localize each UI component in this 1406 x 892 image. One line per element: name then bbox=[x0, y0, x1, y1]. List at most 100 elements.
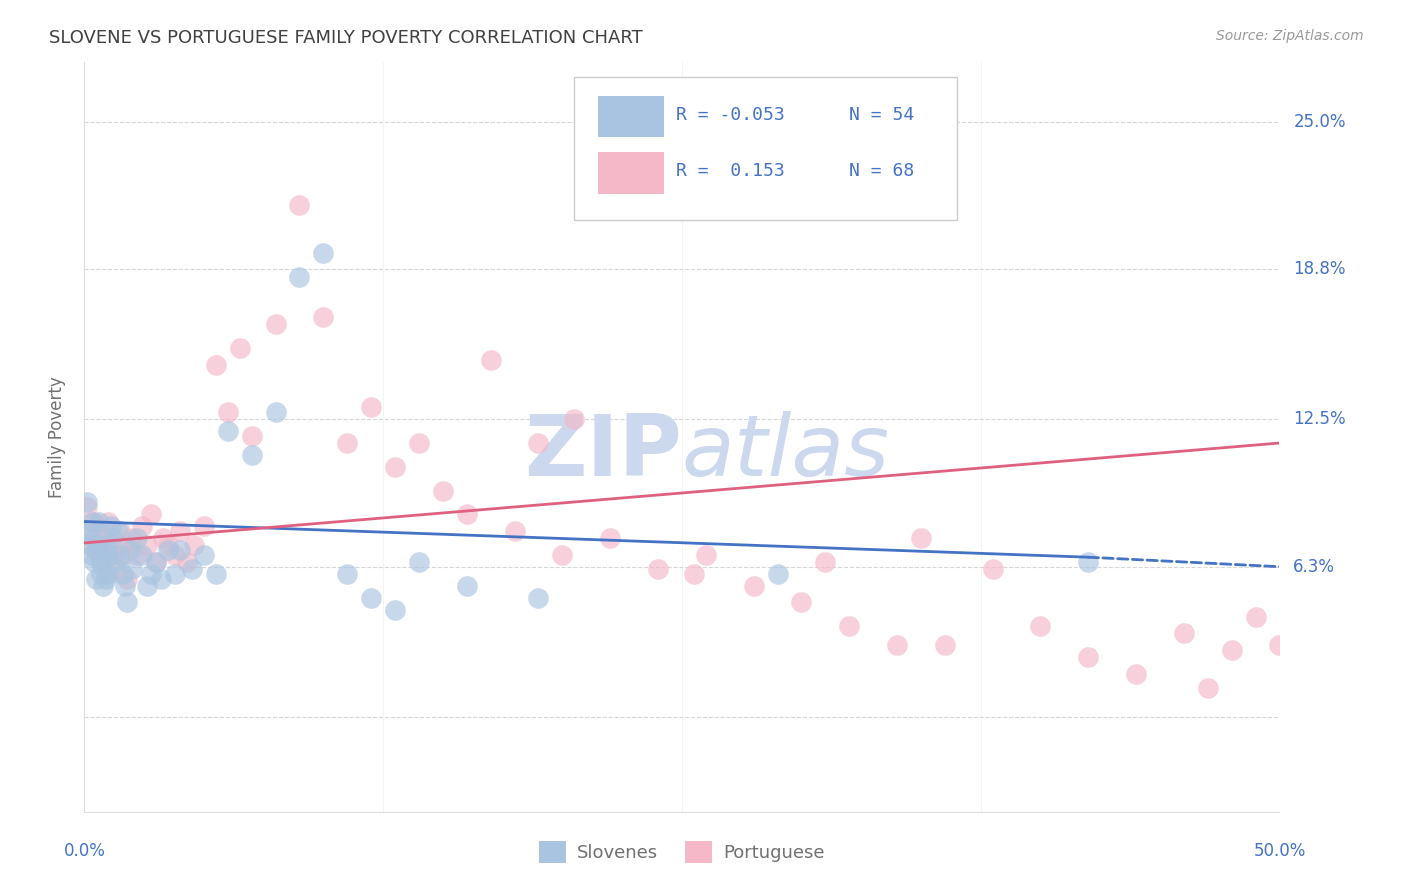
Point bbox=[264, 405, 287, 419]
Point bbox=[1268, 638, 1291, 652]
Point bbox=[360, 401, 382, 415]
Point bbox=[125, 548, 148, 562]
Text: 0.0%: 0.0% bbox=[63, 842, 105, 860]
Point bbox=[1077, 555, 1099, 569]
Point bbox=[838, 619, 860, 633]
Point bbox=[80, 538, 103, 552]
Point bbox=[503, 524, 526, 538]
Point bbox=[264, 317, 287, 331]
Point bbox=[1220, 643, 1243, 657]
Point bbox=[76, 495, 98, 509]
Point bbox=[176, 555, 198, 569]
Point bbox=[384, 602, 406, 616]
Point bbox=[104, 555, 127, 569]
Point bbox=[97, 515, 120, 529]
Text: N = 68: N = 68 bbox=[849, 162, 914, 180]
Point bbox=[131, 548, 153, 562]
Point bbox=[100, 519, 122, 533]
Point bbox=[981, 562, 1004, 576]
Point bbox=[111, 548, 134, 562]
Text: R = -0.053: R = -0.053 bbox=[676, 106, 785, 124]
Point bbox=[814, 555, 837, 569]
Point bbox=[135, 538, 157, 552]
Point bbox=[312, 310, 335, 324]
Point bbox=[240, 448, 263, 462]
Point bbox=[432, 483, 454, 498]
Point bbox=[117, 595, 139, 609]
Point bbox=[94, 538, 117, 552]
Text: 50.0%: 50.0% bbox=[1253, 842, 1306, 860]
Point bbox=[117, 572, 139, 586]
Point bbox=[886, 638, 908, 652]
Point bbox=[169, 524, 191, 538]
Point bbox=[101, 531, 124, 545]
Point bbox=[157, 543, 180, 558]
Point bbox=[934, 638, 956, 652]
Point bbox=[111, 566, 134, 581]
Point bbox=[527, 591, 550, 605]
Point bbox=[683, 566, 706, 581]
Point bbox=[384, 459, 406, 474]
Point bbox=[564, 412, 586, 426]
Text: 18.8%: 18.8% bbox=[1294, 260, 1346, 278]
Point bbox=[110, 548, 132, 562]
Point bbox=[205, 358, 228, 372]
Point bbox=[165, 566, 187, 581]
FancyBboxPatch shape bbox=[575, 78, 957, 219]
Point bbox=[97, 548, 120, 562]
Legend: Slovenes, Portuguese: Slovenes, Portuguese bbox=[531, 834, 832, 870]
Point bbox=[790, 595, 813, 609]
Point bbox=[169, 543, 191, 558]
Text: R =  0.153: R = 0.153 bbox=[676, 162, 785, 180]
Point bbox=[93, 548, 115, 562]
Point bbox=[104, 562, 127, 576]
Point bbox=[1125, 666, 1147, 681]
Text: atlas: atlas bbox=[682, 410, 890, 493]
Text: 6.3%: 6.3% bbox=[1294, 558, 1336, 575]
Point bbox=[94, 566, 117, 581]
Point bbox=[100, 538, 122, 552]
Point bbox=[80, 548, 103, 562]
Point bbox=[240, 429, 263, 443]
Point bbox=[86, 572, 108, 586]
Point bbox=[742, 579, 765, 593]
FancyBboxPatch shape bbox=[599, 153, 664, 194]
Point bbox=[551, 548, 574, 562]
Point bbox=[80, 515, 103, 529]
Text: ZIP: ZIP bbox=[524, 410, 682, 493]
Point bbox=[695, 548, 717, 562]
Text: N = 54: N = 54 bbox=[849, 106, 914, 124]
Text: SLOVENE VS PORTUGUESE FAMILY POVERTY CORRELATION CHART: SLOVENE VS PORTUGUESE FAMILY POVERTY COR… bbox=[49, 29, 643, 46]
Point bbox=[193, 519, 215, 533]
Point bbox=[118, 543, 141, 558]
Point bbox=[76, 500, 98, 515]
Point bbox=[1029, 619, 1052, 633]
Point bbox=[77, 524, 100, 538]
Point bbox=[87, 538, 110, 552]
Point bbox=[408, 436, 430, 450]
Point bbox=[141, 566, 163, 581]
Point bbox=[110, 524, 132, 538]
Point bbox=[183, 538, 205, 552]
Point bbox=[647, 562, 669, 576]
Point bbox=[336, 436, 359, 450]
Point bbox=[456, 508, 478, 522]
Point bbox=[456, 579, 478, 593]
Point bbox=[83, 555, 105, 569]
Point bbox=[408, 555, 430, 569]
Y-axis label: Family Poverty: Family Poverty bbox=[48, 376, 66, 498]
Point bbox=[149, 572, 172, 586]
Point bbox=[360, 591, 382, 605]
Point bbox=[114, 579, 136, 593]
FancyBboxPatch shape bbox=[599, 96, 664, 137]
Point bbox=[83, 531, 105, 545]
Point bbox=[87, 524, 110, 538]
Point bbox=[114, 538, 136, 552]
Point bbox=[86, 543, 108, 558]
Point bbox=[527, 436, 550, 450]
Point bbox=[83, 515, 105, 529]
Point bbox=[93, 579, 115, 593]
Text: Source: ZipAtlas.com: Source: ZipAtlas.com bbox=[1216, 29, 1364, 43]
Point bbox=[1197, 681, 1219, 695]
Point bbox=[165, 548, 187, 562]
